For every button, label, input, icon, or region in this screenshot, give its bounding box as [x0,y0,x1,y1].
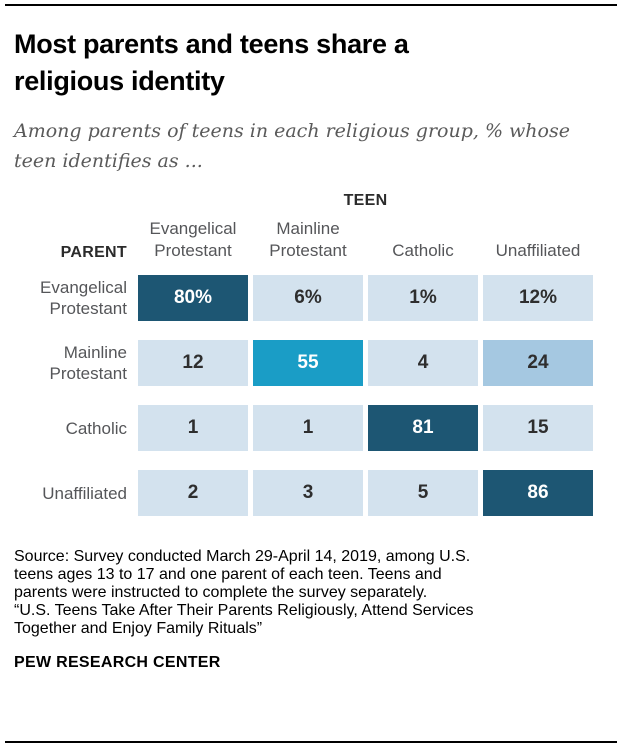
teen-axis-label: TEEN [343,192,388,209]
page-title: Most parents and teens share a religious… [14,26,608,100]
column-header-unaffiliated: Unaffiliated [495,241,581,260]
heatmap-cell: 4 [368,340,478,386]
title-line-2: religious identity [14,66,225,96]
brand-footer: PEW RESEARCH CENTER [14,654,221,671]
heatmap-cell: 12% [483,275,593,321]
subtitle-line-2: teen identifies as ... [14,150,203,172]
heatmap-cell: 55 [253,340,363,386]
heatmap-cell: 6% [253,275,363,321]
source-line: parents were instructed to complete the … [14,584,428,601]
column-header-mainline-protestant: Mainline Protestant [269,219,347,260]
column-header-row: PARENT Evangelical Protestant Mainline P… [14,218,608,262]
heatmap-cell: 1% [368,275,478,321]
heatmap-cell: 1 [253,405,363,451]
heatmap-cell: 12 [138,340,248,386]
column-header-catholic: Catholic [392,241,454,260]
heatmap-cell: 80% [138,275,248,321]
table-row-mainline-protestant: Mainline Protestant 12 55 4 24 [14,340,608,386]
source-line: Source: Survey conducted March 29-April … [14,548,471,565]
heatmap-cell: 2 [138,470,248,516]
top-rule [5,4,617,6]
source-line: teens ages 13 to 17 and one parent of ea… [14,566,442,583]
heatmap-cell: 81 [368,405,478,451]
parent-axis-label: PARENT [60,244,127,261]
row-label: Unaffiliated [42,483,127,503]
row-label: Evangelical Protestant [40,278,127,318]
table-row-evangelical-protestant: Evangelical Protestant 80% 6% 1% 12% [14,275,608,321]
heatmap-cell: 5 [368,470,478,516]
heatmap: TEEN PARENT Evangelical Protestant Mainl… [14,192,608,516]
row-label: Catholic [65,418,127,438]
bottom-rule [5,741,617,743]
heatmap-cell: 15 [483,405,593,451]
heatmap-cell: 24 [483,340,593,386]
row-label: Mainline Protestant [49,343,128,383]
heatmap-cell: 3 [253,470,363,516]
report-title-line: “U.S. Teens Take After Their Parents Rel… [14,602,474,619]
subtitle-line-1: Among parents of teens in each religious… [14,120,570,142]
heatmap-cell: 1 [138,405,248,451]
report-title-line: Together and Enjoy Family Rituals” [14,620,263,637]
table-row-unaffiliated: Unaffiliated 2 3 5 86 [14,470,608,516]
column-header-evangelical-protestant: Evangelical Protestant [149,219,237,260]
chart-subtitle: Among parents of teens in each religious… [14,116,608,176]
heatmap-cell: 86 [483,470,593,516]
title-line-1: Most parents and teens share a [14,29,409,59]
table-row-catholic: Catholic 1 1 81 15 [14,405,608,451]
